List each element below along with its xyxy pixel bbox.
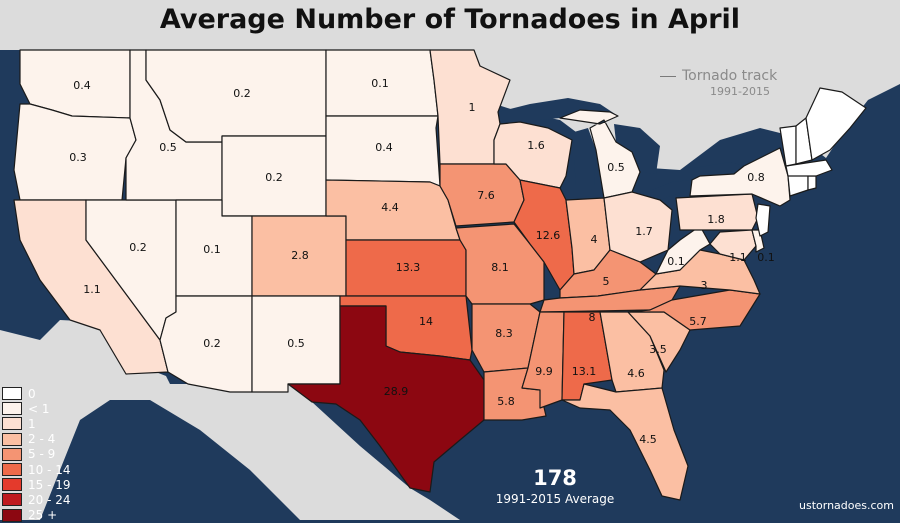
- state-value-de: 0.1: [757, 251, 775, 264]
- state-nc: [627, 289, 761, 331]
- state-mi: [559, 109, 641, 199]
- legend-item: 2 - 4: [2, 432, 71, 447]
- state-me: [805, 87, 867, 161]
- legend-swatch: [2, 417, 22, 431]
- state-value-nv: 0.2: [129, 241, 147, 254]
- legend-label: 15 - 19: [28, 477, 71, 492]
- state-value-nc: 5.7: [689, 315, 707, 328]
- state-fl: [561, 383, 689, 501]
- map-title: Average Number of Tornadoes in April: [159, 4, 741, 35]
- state-value-mi: 0.5: [607, 161, 625, 174]
- state-value-la: 5.8: [497, 395, 515, 408]
- mexico-land: [0, 320, 460, 520]
- track-legend-years: 1991-2015: [710, 85, 770, 98]
- state-value-nd: 0.1: [371, 77, 389, 90]
- state-ct: [787, 173, 809, 197]
- legend-item: 5 - 9: [2, 447, 71, 462]
- legend-item: 0: [2, 386, 71, 401]
- legend-item: 20 - 24: [2, 492, 71, 507]
- legend-label: 0: [28, 386, 36, 401]
- state-wi: [493, 121, 573, 189]
- legend-swatch: [2, 463, 22, 477]
- state-value-wa: 0.4: [73, 79, 91, 92]
- state-value-fl: 4.5: [639, 433, 657, 446]
- state-value-or: 0.3: [69, 151, 87, 164]
- labels-layer: 0.4 0.3 1.1 0.2 0.5 0.2 0.2 0.1 0.2 2.8 0.5 0.1 0.4 4…: [69, 77, 775, 446]
- legend-label: 10 - 14: [28, 462, 71, 477]
- lake-erie: [642, 180, 692, 202]
- track-line-icon: [660, 75, 676, 77]
- state-value-ia: 7.6: [477, 189, 495, 202]
- state-value-ar: 8.3: [495, 327, 513, 340]
- states-layer: [13, 49, 867, 501]
- lake-michigan: [574, 128, 596, 200]
- state-value-wy: 0.2: [265, 171, 283, 184]
- state-nj: [755, 203, 771, 237]
- legend-swatch: [2, 432, 22, 446]
- state-value-in: 4: [591, 233, 598, 246]
- state-value-mt: 0.2: [233, 87, 251, 100]
- legend-label: 20 - 24: [28, 492, 71, 507]
- legend-swatch: [2, 478, 22, 492]
- legend-swatch: [2, 447, 22, 461]
- state-wv: [655, 225, 711, 275]
- state-value-co: 2.8: [291, 249, 309, 262]
- tornado-track-legend: Tornado track 1991-2015: [660, 68, 800, 98]
- state-value-ne: 4.4: [381, 201, 399, 214]
- state-value-wv: 0.1: [667, 255, 685, 268]
- lake-ontario: [694, 162, 744, 176]
- state-value-ok: 14: [419, 315, 433, 328]
- legend-swatch: [2, 402, 22, 416]
- state-value-wi: 1.6: [527, 139, 545, 152]
- legend-item: 25 +: [2, 508, 71, 523]
- legend-item: < 1: [2, 401, 71, 416]
- legend-swatch: [2, 493, 22, 507]
- state-value-oh: 1.7: [635, 225, 653, 238]
- legend-label: 5 - 9: [28, 447, 56, 462]
- total-block: 178 1991-2015 Average: [470, 466, 640, 506]
- state-value-ms: 9.9: [535, 365, 553, 378]
- state-value-md: 1.1: [729, 251, 747, 264]
- state-value-ky: 5: [603, 275, 610, 288]
- legend-item: 1: [2, 416, 71, 431]
- legend-item: 10 - 14: [2, 462, 71, 477]
- legend-swatch: [2, 387, 22, 401]
- state-ms: [521, 311, 565, 409]
- state-ri: [807, 175, 817, 191]
- state-value-ks: 13.3: [396, 261, 421, 274]
- state-tx: [287, 305, 485, 493]
- source-credit: ustornadoes.com: [799, 499, 894, 512]
- state-value-id: 0.5: [159, 141, 177, 154]
- state-value-ut: 0.1: [203, 243, 221, 256]
- state-value-ny: 0.8: [747, 171, 765, 184]
- legend-label: 25 +: [28, 508, 58, 523]
- state-value-tx: 28.9: [384, 385, 409, 398]
- total-value: 178: [533, 466, 577, 490]
- state-value-ga: 4.6: [627, 367, 645, 380]
- state-value-mo: 8.1: [491, 261, 509, 274]
- state-value-pa: 1.8: [707, 213, 725, 226]
- state-value-va: 3: [701, 279, 708, 292]
- state-ma: [785, 159, 833, 177]
- track-legend-label: Tornado track: [682, 68, 778, 84]
- lake-huron: [614, 124, 660, 174]
- state-value-nm: 0.5: [287, 337, 305, 350]
- state-value-il: 12.6: [536, 229, 561, 242]
- total-caption: 1991-2015 Average: [495, 492, 615, 506]
- state-value-ca: 1.1: [83, 283, 101, 296]
- canada-land: [0, 0, 900, 170]
- state-value-mn: 1: [469, 101, 476, 114]
- legend-label: 1: [28, 416, 36, 431]
- state-value-sc: 3.5: [649, 343, 667, 356]
- state-value-al: 13.1: [572, 365, 597, 378]
- state-value-tn: 8: [589, 311, 596, 324]
- legend-label: < 1: [28, 401, 50, 416]
- state-value-az: 0.2: [203, 337, 221, 350]
- legend-label: 2 - 4: [28, 432, 56, 447]
- state-value-sd: 0.4: [375, 141, 393, 154]
- legend-item: 15 - 19: [2, 477, 71, 492]
